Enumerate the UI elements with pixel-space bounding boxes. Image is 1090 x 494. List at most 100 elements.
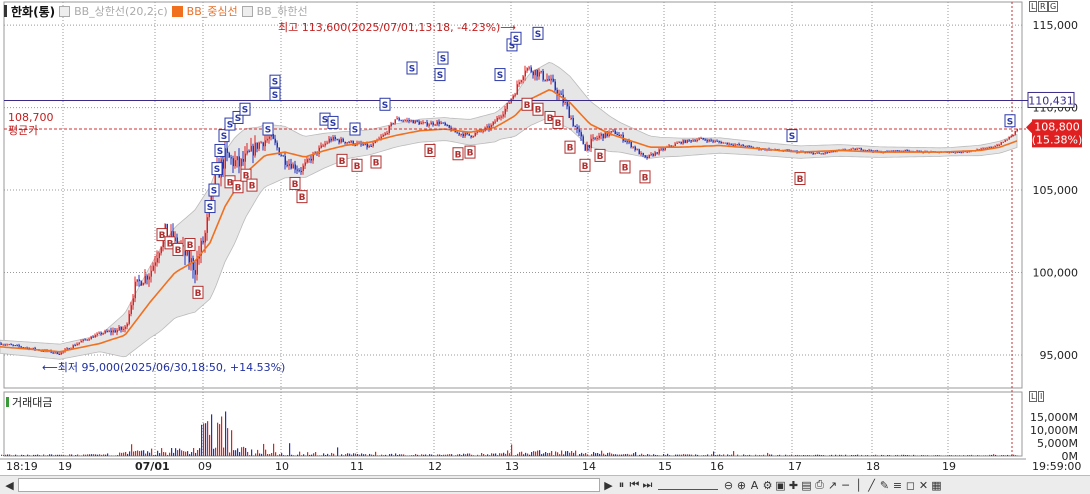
volume-bar <box>125 452 126 456</box>
candle-body <box>385 133 387 135</box>
candle-body <box>107 331 109 332</box>
candle-body <box>509 103 511 104</box>
delete-icon[interactable]: ✕ <box>918 479 929 492</box>
candle-body <box>513 96 515 99</box>
upper-band-checkbox[interactable] <box>59 6 70 17</box>
step-forward-icon[interactable]: ⏭ <box>642 478 653 492</box>
save-icon[interactable]: ▤ <box>801 479 812 492</box>
volume-bar <box>505 454 506 456</box>
step-back-icon[interactable]: ⏮ <box>629 478 640 492</box>
candle-body <box>741 145 743 146</box>
fibonacci-icon[interactable]: ≡ <box>892 479 903 492</box>
volume-bar <box>317 455 318 456</box>
volume-bar <box>115 455 116 456</box>
candle-body <box>205 233 207 243</box>
candle-body <box>497 118 499 122</box>
volume-bar <box>871 455 872 456</box>
hline-icon[interactable]: ─ <box>840 479 851 492</box>
candle-body <box>343 139 345 142</box>
buy-signal: B <box>640 171 650 184</box>
volume-bar <box>227 428 228 456</box>
scrollbar-track[interactable] <box>18 478 600 492</box>
volume-bar <box>399 454 400 456</box>
volume-bar <box>581 453 582 456</box>
trendline-icon[interactable]: ╱ <box>866 479 877 492</box>
settings-icon[interactable]: ⚙ <box>762 479 773 492</box>
vol-badge-i[interactable]: I <box>1038 391 1044 402</box>
volume-bar <box>203 423 204 456</box>
volume-bar <box>105 455 106 456</box>
middle-band-checkbox[interactable] <box>172 6 183 17</box>
scroll-right-icon[interactable]: ▶ <box>603 479 614 492</box>
scroll-left-icon[interactable]: ◀ <box>4 479 15 492</box>
volume-bar <box>933 455 934 456</box>
middle-band-label[interactable]: BB_중심선 <box>187 3 238 19</box>
candle-body <box>825 152 827 153</box>
y-tick-label: 115,000 <box>1033 19 1079 32</box>
candle-body <box>555 82 557 90</box>
zoom-in-icon[interactable]: ⊕ <box>736 479 747 492</box>
volume-bar <box>425 454 426 456</box>
sell-signal-text: S <box>217 147 223 157</box>
volume-bar <box>839 455 840 456</box>
volume-bar <box>887 455 888 456</box>
volume-bar <box>529 455 530 456</box>
badge-r[interactable]: R <box>1038 1 1048 12</box>
zoom-out-icon[interactable]: ⊖ <box>723 479 734 492</box>
pause-icon[interactable]: ⏸ <box>616 478 627 492</box>
lower-band-checkbox[interactable] <box>242 6 253 17</box>
candle-body <box>373 143 375 146</box>
volume-bar <box>987 455 988 456</box>
x-tick-label: 15 <box>658 460 672 473</box>
volume-bar <box>947 455 948 456</box>
shape-icon[interactable]: ◻ <box>905 479 916 492</box>
candle-body <box>1011 136 1013 137</box>
candle-body <box>125 327 127 329</box>
candle-body <box>471 136 473 138</box>
volume-bar <box>639 455 640 456</box>
candle-body <box>543 71 545 80</box>
volume-bar <box>913 455 914 456</box>
volume-bar <box>457 454 458 456</box>
crosshair-icon[interactable]: ✚ <box>788 479 799 492</box>
volume-bar <box>995 455 996 456</box>
candle-body <box>751 146 753 147</box>
volume-bar <box>971 455 972 456</box>
bookmark-icon[interactable]: ▣ <box>775 479 786 492</box>
volume-bar <box>743 454 744 456</box>
vol-badge-l[interactable]: L <box>1029 391 1037 402</box>
candle-body <box>441 123 443 124</box>
x-tick-label: 16 <box>710 460 724 473</box>
candle-body <box>13 345 15 346</box>
volume-bar <box>653 454 654 456</box>
pen-icon[interactable]: ✎ <box>879 479 890 492</box>
volume-bar <box>319 455 320 456</box>
text-tool-icon[interactable]: A <box>749 479 760 492</box>
lower-band-label[interactable]: BB_하한선 <box>257 3 308 19</box>
print-icon[interactable]: ⎙ <box>814 478 825 492</box>
volume-bar <box>1005 455 1006 456</box>
volume-bar <box>555 451 556 456</box>
candle-body <box>131 305 133 314</box>
draw-icon[interactable]: ↗ <box>827 479 838 492</box>
volume-bar <box>811 455 812 456</box>
candle-body <box>325 144 327 146</box>
volume-bar <box>745 455 746 456</box>
candle-body <box>683 140 685 143</box>
volume-bar <box>149 453 150 456</box>
volume-bar <box>797 455 798 456</box>
volume-bar <box>153 455 154 456</box>
stock-title[interactable]: 한화(통) <box>11 3 55 20</box>
zoom-slider[interactable] <box>658 481 718 490</box>
badge-g[interactable]: G <box>1048 1 1058 12</box>
grid-icon[interactable]: ▦ <box>931 479 942 492</box>
volume-bar <box>665 455 666 456</box>
candle-body <box>487 126 489 127</box>
candle-body <box>309 159 311 160</box>
badge-l[interactable]: L <box>1029 1 1037 12</box>
vline-icon[interactable]: │ <box>853 479 864 492</box>
volume-bar <box>311 455 312 456</box>
upper-band-label[interactable]: BB_상한선(20,2,c) <box>74 3 168 19</box>
sell-signal: S <box>350 123 360 135</box>
